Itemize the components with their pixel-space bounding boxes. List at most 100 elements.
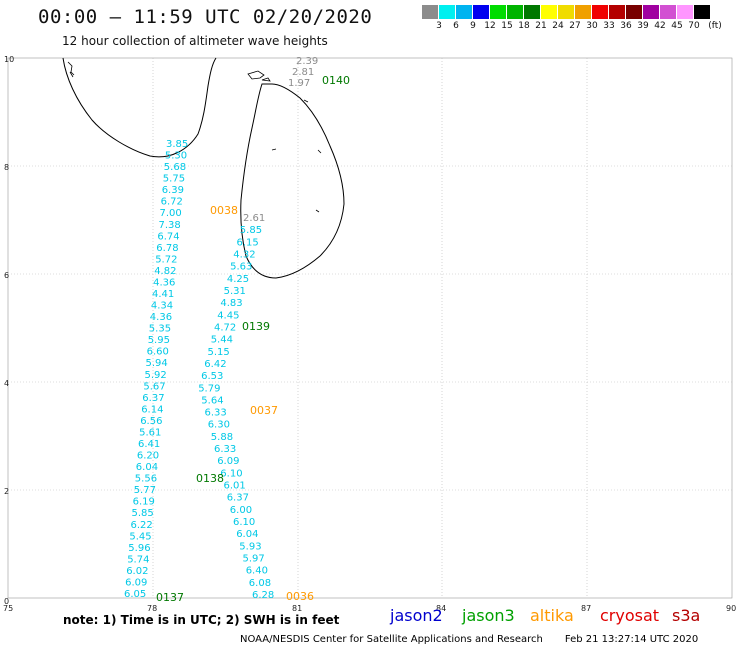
- swh-value: 5.31: [224, 286, 246, 297]
- swh-value: 6.00: [230, 505, 252, 516]
- swh-value: 4.36: [153, 278, 175, 289]
- swh-value: 6.04: [236, 529, 258, 540]
- swh-value: 5.85: [240, 225, 262, 236]
- legend-swatch-13: [643, 5, 660, 19]
- page-title: 00:00 – 11:59 UTC 02/20/2020: [38, 6, 373, 28]
- legend-cryosat: cryosat: [600, 606, 660, 625]
- legend-swatches: [422, 5, 740, 19]
- swh-value: 6.09: [217, 456, 239, 467]
- legend-swatch-11: [609, 5, 626, 19]
- north-track-values: 2.392.811.97: [288, 56, 318, 89]
- swh-value: 4.41: [152, 289, 174, 300]
- swh-value: 6.28: [252, 590, 274, 601]
- swh-value: 6.10: [220, 468, 242, 479]
- swh-value: 5.15: [208, 347, 230, 358]
- pass-labels: 0140 0038 0139 0037 0138 0137 0036: [156, 74, 350, 604]
- y-tick-label: 0: [4, 597, 9, 606]
- swh-value: 5.72: [155, 254, 177, 265]
- credit-timestamp: Feb 21 13:27:14 UTC 2020: [564, 634, 699, 645]
- legend-label: 24: [552, 21, 564, 31]
- swh-value: 6.09: [125, 578, 147, 589]
- y-tick-label: 6: [4, 271, 9, 280]
- swh-value: 6.30: [208, 420, 230, 431]
- swh-value: 6.42: [204, 359, 226, 370]
- swh-value: 6.14: [141, 404, 163, 415]
- swh-value: 6.15: [237, 237, 259, 248]
- swh-value: 6.08: [249, 578, 271, 589]
- page-subtitle: 12 hour collection of altimeter wave hei…: [62, 34, 328, 48]
- swh-value: 2.81: [292, 67, 314, 78]
- legend-label: 3: [436, 21, 442, 31]
- swh-value: 2.61: [243, 213, 265, 224]
- swh-value: 6.78: [156, 243, 178, 254]
- swh-value: 4.45: [217, 310, 239, 321]
- swh-value: 6.01: [224, 481, 246, 492]
- swh-value: 5.95: [148, 335, 170, 346]
- coast-detail: [271, 99, 322, 213]
- legend-swatch-7: [541, 5, 558, 19]
- pass-id-label: 0137: [156, 591, 184, 604]
- legend-label: 39: [637, 21, 649, 31]
- swh-value: 6.72: [161, 197, 183, 208]
- legend-swatch-8: [558, 5, 575, 19]
- y-tick-label: 2: [4, 487, 9, 496]
- swh-value: 6.40: [246, 566, 268, 577]
- swh-value: 5.93: [239, 541, 261, 552]
- sri-lanka-coastline: [240, 83, 345, 279]
- pass-id-label: 0037: [250, 404, 278, 417]
- swh-value: 7.38: [159, 220, 181, 231]
- swh-value: 5.61: [139, 428, 161, 439]
- footer-note: note: 1) Time is in UTC; 2) SWH is in fe…: [63, 613, 340, 627]
- swh-value: 5.77: [134, 485, 156, 496]
- legend-altika: altika: [530, 606, 574, 625]
- swh-value: 6.10: [233, 517, 255, 528]
- x-tick-label: 84: [436, 604, 446, 613]
- swh-value: 5.97: [243, 554, 265, 565]
- india-coastline: [62, 57, 217, 158]
- swh-value: 5.92: [145, 370, 167, 381]
- graticule: [8, 58, 732, 598]
- swh-value: 5.30: [165, 151, 187, 162]
- pass-id-label: 0140: [322, 74, 350, 87]
- legend-swatch-14: [660, 5, 677, 19]
- swh-value: 3.85: [166, 139, 188, 150]
- legend-label: 27: [569, 21, 581, 31]
- track-b-values: 2.615.856.15 4.325.634.255.314.834.45 4.72…: [198, 213, 274, 601]
- y-tick-label: 8: [4, 163, 9, 172]
- legend-jason3: jason3: [462, 606, 515, 625]
- swh-value: 6.56: [140, 416, 162, 427]
- swh-value: 6.33: [214, 444, 236, 455]
- legend-label: 18: [518, 21, 530, 31]
- map-frame: [7, 57, 733, 599]
- swh-value: 4.72: [214, 323, 236, 334]
- swh-value: 6.20: [137, 451, 159, 462]
- swh-value: 5.63: [230, 262, 252, 273]
- legend-swatch-15: [677, 5, 694, 19]
- swh-value: 4.32: [233, 250, 255, 261]
- swh-value: 4.34: [151, 301, 173, 312]
- footer-credit: NOAA/NESDIS Center for Satellite Applica…: [240, 634, 698, 645]
- legend-label: 21: [535, 21, 547, 31]
- pass-id-label: 0138: [196, 472, 224, 485]
- swh-value: 6.22: [131, 520, 153, 531]
- legend-label: 9: [470, 21, 476, 31]
- swh-value: 4.83: [220, 298, 242, 309]
- swh-value: 5.64: [201, 395, 223, 406]
- legend-swatch-10: [592, 5, 609, 19]
- swh-value: 5.56: [135, 474, 157, 485]
- legend-swatch-4: [490, 5, 507, 19]
- legend-label: 15: [501, 21, 513, 31]
- legend-label: 70: [688, 21, 700, 31]
- swh-value: 5.75: [163, 174, 185, 185]
- legend-swatch-6: [524, 5, 541, 19]
- x-tick-label: 75: [3, 604, 13, 613]
- swh-value: 5.44: [211, 335, 233, 346]
- swh-value: 6.60: [147, 347, 169, 358]
- x-tick-label: 78: [147, 604, 157, 613]
- color-legend: 3 6 9 12 15 18 21 24 27 30 33 36 39 42 4…: [422, 5, 740, 33]
- x-tick-label: 90: [726, 604, 736, 613]
- swh-value: 7.00: [160, 208, 182, 219]
- legend-swatch-2: [456, 5, 473, 19]
- swh-value: 5.79: [198, 383, 220, 394]
